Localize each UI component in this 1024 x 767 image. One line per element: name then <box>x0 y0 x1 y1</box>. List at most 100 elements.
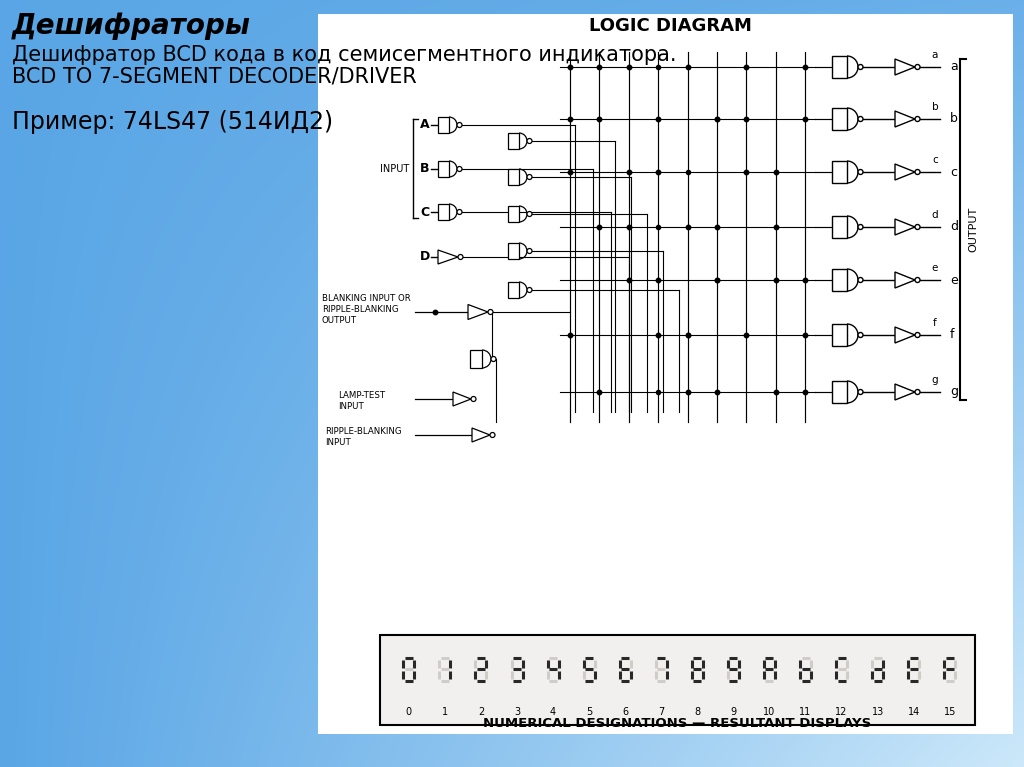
Bar <box>438 117 449 133</box>
Polygon shape <box>895 219 915 235</box>
Bar <box>831 381 847 403</box>
Text: 13: 13 <box>871 707 884 717</box>
Text: 4: 4 <box>550 707 556 717</box>
Text: 9: 9 <box>730 707 736 717</box>
Circle shape <box>457 123 462 127</box>
Bar <box>438 161 449 177</box>
Circle shape <box>915 170 920 175</box>
Text: b: b <box>932 102 938 112</box>
Polygon shape <box>468 304 488 320</box>
Text: C: C <box>420 206 429 219</box>
Text: 2: 2 <box>478 707 484 717</box>
Text: 15: 15 <box>943 707 956 717</box>
Text: LAMP-TEST
INPUT: LAMP-TEST INPUT <box>338 391 385 411</box>
Bar <box>831 216 847 238</box>
Text: e: e <box>932 263 938 273</box>
Circle shape <box>458 255 463 259</box>
Circle shape <box>471 397 476 401</box>
Text: 6: 6 <box>623 707 629 717</box>
Circle shape <box>490 433 495 437</box>
Text: a: a <box>932 50 938 60</box>
Circle shape <box>527 139 532 143</box>
Circle shape <box>915 390 920 394</box>
Bar <box>508 133 519 149</box>
Text: Дешифратор BCD кода в код семисегментного индикатора.: Дешифратор BCD кода в код семисегментног… <box>12 45 677 65</box>
Bar <box>508 206 519 222</box>
Polygon shape <box>453 392 471 406</box>
Text: b: b <box>950 113 957 126</box>
Bar <box>831 269 847 291</box>
Circle shape <box>527 212 532 216</box>
Circle shape <box>858 64 863 70</box>
Circle shape <box>858 117 863 121</box>
Text: 12: 12 <box>836 707 848 717</box>
Text: A: A <box>420 118 430 131</box>
Circle shape <box>527 288 532 292</box>
Text: 1: 1 <box>441 707 447 717</box>
Text: BCD TO 7-SEGMENT DECODER/DRIVER: BCD TO 7-SEGMENT DECODER/DRIVER <box>12 67 417 87</box>
Circle shape <box>915 117 920 121</box>
Text: 10: 10 <box>763 707 775 717</box>
Text: 8: 8 <box>694 707 700 717</box>
Circle shape <box>858 170 863 175</box>
Text: d: d <box>932 210 938 220</box>
Polygon shape <box>895 327 915 343</box>
Text: g: g <box>932 375 938 385</box>
Text: 14: 14 <box>907 707 920 717</box>
Polygon shape <box>895 384 915 400</box>
Bar <box>831 324 847 346</box>
Bar <box>508 282 519 298</box>
Polygon shape <box>472 428 490 442</box>
Text: e: e <box>950 274 957 287</box>
Text: Дешифраторы: Дешифраторы <box>12 12 251 40</box>
Text: BLANKING INPUT OR
RIPPLE-BLANKING
OUTPUT: BLANKING INPUT OR RIPPLE-BLANKING OUTPUT <box>322 294 411 325</box>
Text: INPUT: INPUT <box>380 163 410 173</box>
Circle shape <box>915 278 920 282</box>
Text: 5: 5 <box>586 707 592 717</box>
Text: 3: 3 <box>514 707 520 717</box>
Text: OUTPUT: OUTPUT <box>968 207 978 252</box>
Polygon shape <box>438 250 458 264</box>
Polygon shape <box>895 59 915 75</box>
Bar <box>318 14 1013 734</box>
Circle shape <box>915 64 920 70</box>
Text: f: f <box>933 318 937 328</box>
Circle shape <box>457 166 462 172</box>
Bar <box>508 243 519 259</box>
Text: B: B <box>420 163 429 176</box>
Text: g: g <box>950 386 958 399</box>
Text: a: a <box>950 61 957 74</box>
Text: RIPPLE-BLANKING
INPUT: RIPPLE-BLANKING INPUT <box>325 427 401 447</box>
Circle shape <box>915 333 920 337</box>
Text: D: D <box>420 251 430 264</box>
Circle shape <box>915 225 920 229</box>
Text: f: f <box>950 328 954 341</box>
Circle shape <box>858 278 863 282</box>
Polygon shape <box>895 164 915 180</box>
Bar <box>831 108 847 130</box>
Text: c: c <box>932 155 938 165</box>
Circle shape <box>490 357 496 361</box>
Text: 7: 7 <box>658 707 665 717</box>
Circle shape <box>488 310 493 314</box>
Text: Пример: 74LS47 (514ИД2): Пример: 74LS47 (514ИД2) <box>12 110 333 134</box>
Circle shape <box>858 225 863 229</box>
Circle shape <box>457 209 462 215</box>
Bar <box>438 204 449 220</box>
Text: 11: 11 <box>800 707 812 717</box>
Circle shape <box>527 249 532 254</box>
Text: d: d <box>950 220 958 233</box>
Bar <box>831 161 847 183</box>
Bar <box>508 169 519 185</box>
Text: LOGIC DIAGRAM: LOGIC DIAGRAM <box>589 17 752 35</box>
Bar <box>831 56 847 78</box>
Circle shape <box>858 333 863 337</box>
Circle shape <box>527 175 532 179</box>
Text: 0: 0 <box>406 707 412 717</box>
Circle shape <box>858 390 863 394</box>
Bar <box>380 635 975 725</box>
Polygon shape <box>895 111 915 127</box>
Text: c: c <box>950 166 957 179</box>
Polygon shape <box>895 272 915 288</box>
Bar <box>470 350 482 368</box>
